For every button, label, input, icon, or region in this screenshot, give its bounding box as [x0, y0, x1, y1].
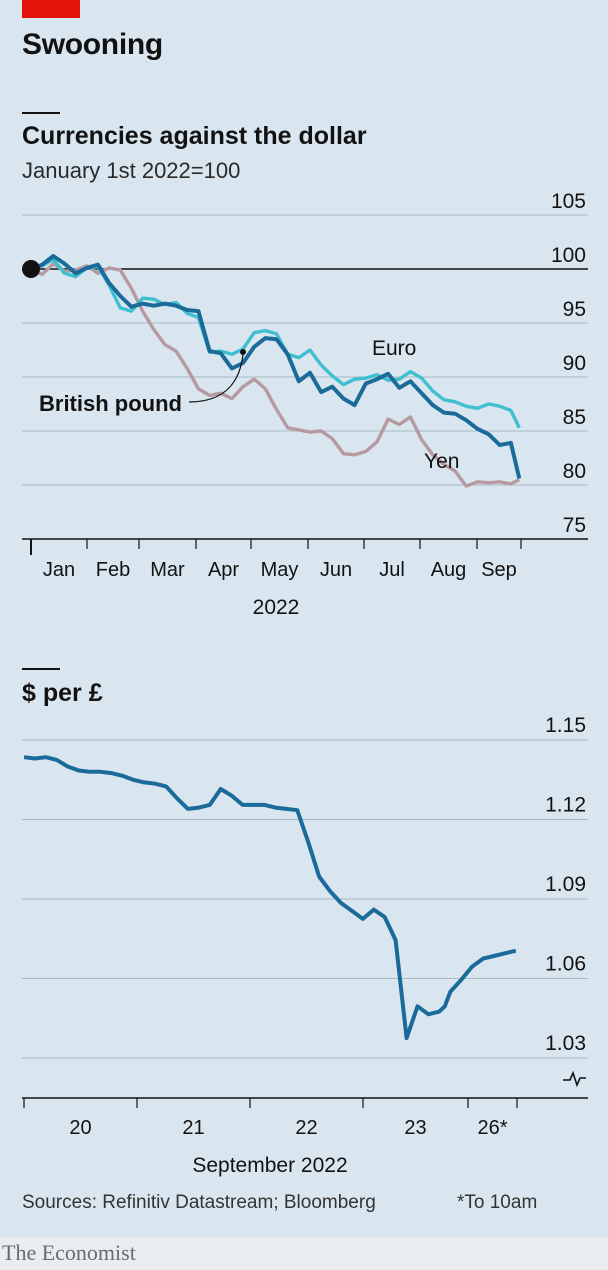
chart2-gridlines: 1.03 1.06 1.09 1.12 1.15: [22, 714, 588, 1059]
sources-note: Sources: Refinitiv Datastream; Bloomberg: [22, 1192, 376, 1213]
x-tick-label: May: [261, 559, 299, 581]
euro-label: Euro: [372, 337, 416, 360]
brand-wordmark: The Economist: [2, 1240, 136, 1265]
chart1-series: [22, 254, 522, 488]
x-tick-label: Sep: [481, 559, 517, 581]
y-tick-label: 75: [563, 514, 586, 537]
y-tick-label: 1.12: [545, 794, 586, 817]
x-tick-label: Jun: [320, 559, 352, 581]
x-tick-label: 20: [69, 1117, 91, 1139]
euro-line: [30, 257, 521, 429]
start-point-marker: [22, 260, 40, 278]
x-tick-label: Apr: [208, 559, 239, 581]
yen-label: Yen: [424, 450, 459, 473]
pound-label: British pound: [39, 391, 182, 416]
y-tick-label: 95: [563, 298, 586, 321]
pound-line: [30, 254, 522, 479]
page-title: Swooning: [22, 28, 163, 61]
y-tick-label: 1.09: [545, 873, 586, 896]
y-tick-label: 1.03: [545, 1032, 586, 1055]
x-tick-label: 23: [404, 1117, 426, 1139]
x-tick-label: Aug: [431, 559, 467, 581]
x-tick-label: 22: [295, 1117, 317, 1139]
axis-break-icon: [563, 1070, 586, 1088]
chart-card: Swooning Currencies against the dollar J…: [0, 0, 608, 1238]
x-tick-label: Jul: [379, 559, 405, 581]
chart2-x-axis: 20 21 22 23 26*: [22, 1097, 588, 1139]
y-tick-label: 1.15: [545, 714, 586, 737]
yen-line: [30, 261, 521, 488]
pound-leader-dot: [240, 349, 246, 355]
brand-red-tag: [22, 0, 80, 18]
chart1-title: Currencies against the dollar: [22, 122, 367, 150]
x-tick-label: Jan: [43, 559, 75, 581]
x-tick-label: 26*: [477, 1117, 507, 1139]
chart1-x-label: 2022: [253, 596, 300, 619]
y-tick-label: 105: [551, 190, 586, 213]
chart-canvas: Currencies against the dollar January 1s…: [22, 112, 588, 1177]
y-tick-label: 80: [563, 460, 586, 483]
y-tick-label: 100: [551, 244, 586, 267]
footnote: *To 10am: [457, 1192, 538, 1213]
chart1-gridlines: 75 80 85 90 95 100 105: [22, 190, 588, 540]
y-tick-label: 1.06: [545, 953, 586, 976]
gbp-usd-line: [23, 755, 517, 1041]
chart2-title: $ per £: [22, 679, 103, 707]
y-tick-label: 90: [563, 352, 586, 375]
chart1-subtitle: January 1st 2022=100: [22, 158, 240, 183]
chart2-x-label: September 2022: [192, 1154, 347, 1177]
chart2-series: [23, 755, 517, 1041]
x-tick-label: 21: [182, 1117, 204, 1139]
x-tick-label: Mar: [150, 559, 185, 581]
x-tick-label: Feb: [96, 559, 130, 581]
chart1-x-axis: Jan Feb Mar Apr May Jun Jul Aug Sep: [22, 538, 588, 581]
pound-leader-line: [188, 353, 244, 403]
brand-bar: The Economist: [0, 1238, 608, 1270]
y-tick-label: 85: [563, 406, 586, 429]
